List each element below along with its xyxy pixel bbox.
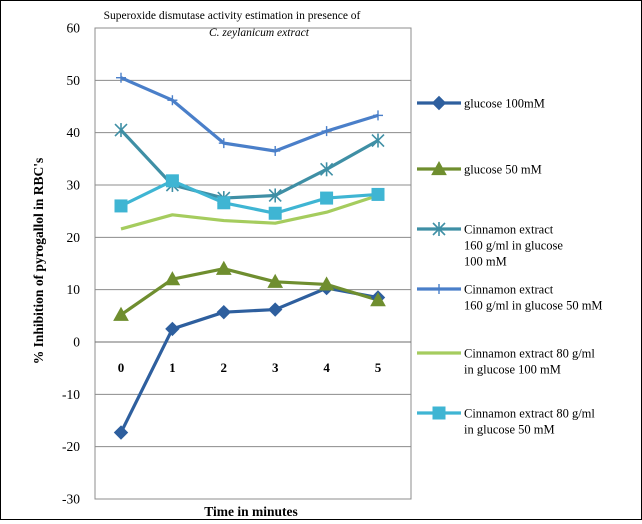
triangle-marker xyxy=(318,276,335,291)
square-marker xyxy=(217,196,231,210)
y-tick-label: -30 xyxy=(62,492,80,507)
diamond-marker xyxy=(431,95,447,111)
legend: glucose 100mM glucose 50 mM Cinnamon extra… xyxy=(417,95,603,437)
diamond-marker xyxy=(216,304,232,320)
y-tick-label: -10 xyxy=(62,387,80,402)
legend-item-5: Cinnamon extract 80 g/ml in glucose 100 m… xyxy=(417,347,595,377)
triangle-marker xyxy=(215,260,232,275)
y-tick-labels: -30 -20 -10 0 10 20 30 40 50 60 xyxy=(62,21,80,507)
plus-marker xyxy=(218,138,229,149)
x-tick-labels: 0 1 2 3 4 5 xyxy=(118,360,382,375)
series-lines xyxy=(119,76,379,434)
x-tick-label: 5 xyxy=(375,360,382,375)
star-marker xyxy=(114,123,128,138)
legend-label: Cinnamon extract xyxy=(464,223,554,237)
legend-label: Cinnamon extract xyxy=(464,283,554,297)
legend-label: 160 g/ml in glucose 50 mM xyxy=(464,299,603,313)
diamond-marker xyxy=(165,321,180,337)
legend-label: 100 mM xyxy=(464,255,507,269)
gridlines xyxy=(95,79,411,448)
y-tick-label: 20 xyxy=(67,230,81,245)
star-marker xyxy=(432,222,446,236)
legend-label: Cinnamon extract 80 g/ml xyxy=(464,347,595,361)
y-tick-label: -20 xyxy=(62,439,80,454)
x-tick-label: 1 xyxy=(169,360,176,375)
legend-label: in glucose 100 mM xyxy=(464,363,561,377)
legend-label: glucose 100mM xyxy=(464,97,545,111)
legend-item-2: glucose 50 mM xyxy=(417,160,542,177)
square-marker xyxy=(320,191,334,205)
plus-marker xyxy=(270,145,281,156)
x-tick-label: 0 xyxy=(118,360,125,375)
square-marker xyxy=(371,187,385,201)
x-tick-label: 2 xyxy=(221,360,228,375)
chart-subtitle: C. zeylanicum extract xyxy=(209,27,310,39)
series-line-2 xyxy=(120,267,379,317)
triangle-marker xyxy=(431,160,447,176)
series-line-6 xyxy=(120,179,379,215)
series-markers xyxy=(113,72,386,440)
plot-area xyxy=(94,27,412,500)
plus-marker xyxy=(116,72,126,83)
y-tick-label: 40 xyxy=(67,125,81,140)
chart-title: Superoxide dismutase activity estimation… xyxy=(104,10,361,22)
y-axis-label: % Inhibition of pyrogallol in RBC's xyxy=(31,158,46,364)
series-line-3 xyxy=(119,128,379,200)
star-marker xyxy=(320,162,334,177)
legend-item-3: Cinnamon extract 160 g/ml in glucose 100 m… xyxy=(417,222,563,269)
y-tick-label: 10 xyxy=(67,282,81,297)
legend-item-1: glucose 100mM xyxy=(417,95,545,111)
legend-item-4: Cinnamon extract 160 g/ml in glucose 50 m… xyxy=(417,283,603,313)
triangle-marker xyxy=(267,273,284,288)
plus-marker xyxy=(434,284,444,294)
square-marker xyxy=(268,206,282,220)
legend-label: Cinnamon extract 80 g/ml xyxy=(464,407,595,421)
x-tick-label: 4 xyxy=(323,360,330,375)
triangle-marker xyxy=(370,292,386,307)
plus-marker xyxy=(321,126,332,137)
x-axis-label: Time in minutes xyxy=(204,504,298,519)
diamond-marker xyxy=(113,425,129,440)
square-marker xyxy=(114,199,128,213)
legend-label: glucose 50 mM xyxy=(464,163,542,177)
triangle-marker xyxy=(113,306,129,321)
y-tick-label: 60 xyxy=(67,21,81,36)
series-line-4 xyxy=(120,76,379,153)
y-tick-label: 50 xyxy=(67,73,81,88)
star-marker xyxy=(268,188,282,203)
plus-marker xyxy=(167,95,178,106)
plus-marker xyxy=(373,110,383,121)
triangle-marker xyxy=(164,271,181,286)
square-marker xyxy=(165,174,179,188)
legend-label: in glucose 50 mM xyxy=(464,423,555,437)
y-tick-label: 0 xyxy=(73,335,80,350)
y-tick-label: 30 xyxy=(67,178,81,193)
legend-item-6: Cinnamon extract 80 g/ml in glucose 50 mM xyxy=(417,406,595,437)
diamond-marker xyxy=(267,302,283,317)
series-line-5 xyxy=(120,193,379,231)
x-tick-label: 3 xyxy=(272,360,279,375)
star-marker xyxy=(371,133,385,148)
square-marker xyxy=(432,406,446,420)
legend-label: 160 g/ml in glucose xyxy=(464,239,563,253)
series-line-1 xyxy=(119,286,379,434)
